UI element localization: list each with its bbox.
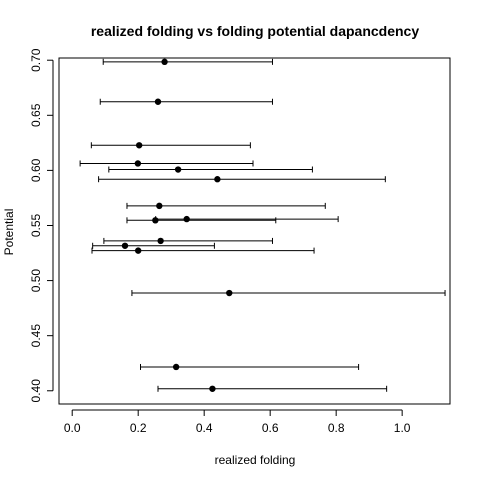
y-tick-label: 0.45 <box>29 324 43 348</box>
y-axis: 0.40 0.45 0.50 0.55 0.60 0.65 0.70 <box>29 48 54 403</box>
data-point <box>156 202 163 210</box>
x-axis-label: realized folding <box>215 453 296 467</box>
y-tick-label: 0.50 <box>29 269 43 293</box>
y-axis-label: Potential <box>2 209 16 256</box>
y-tick-label: 0.60 <box>29 158 43 182</box>
y-tick-label: 0.70 <box>29 48 43 72</box>
data-point <box>152 217 159 224</box>
data-point <box>161 58 168 66</box>
x-tick-label: 1.0 <box>394 421 411 435</box>
x-tick-label: 0.4 <box>196 421 213 435</box>
data-point <box>209 385 216 392</box>
data-point <box>183 215 190 223</box>
data-point <box>154 98 162 105</box>
x-tick-label: 0.0 <box>64 421 81 435</box>
data-point <box>121 242 129 249</box>
data-point <box>135 142 143 149</box>
data-point <box>134 160 142 167</box>
data-point <box>134 247 142 254</box>
data-point <box>174 166 182 173</box>
y-tick-label: 0.40 <box>29 379 43 403</box>
data-point <box>226 289 233 297</box>
y-tick-label: 0.65 <box>29 103 43 127</box>
chart-title: realized folding vs folding potential da… <box>91 23 419 39</box>
data-points <box>121 58 233 392</box>
data-point <box>157 237 164 245</box>
x-tick-label: 0.2 <box>130 421 147 435</box>
data-point <box>172 363 180 371</box>
data-point <box>214 176 221 183</box>
y-tick-label: 0.55 <box>29 213 43 237</box>
x-tick-label: 0.6 <box>262 421 279 435</box>
plot-frame <box>58 57 451 405</box>
x-tick-label: 0.8 <box>328 421 345 435</box>
error-bars <box>79 58 446 392</box>
x-axis: 0.0 0.2 0.4 0.6 0.8 1.0 <box>64 409 411 435</box>
